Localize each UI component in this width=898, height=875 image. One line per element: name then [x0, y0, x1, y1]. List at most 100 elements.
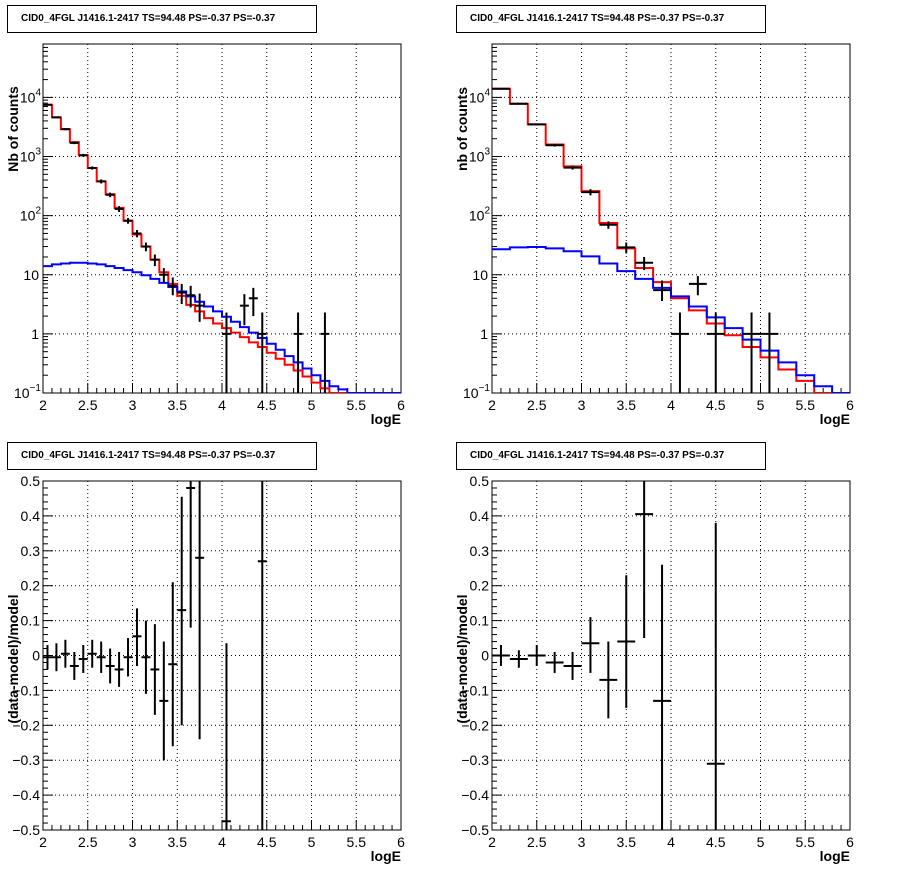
x-axis-label: logE	[371, 848, 401, 864]
data-point	[177, 496, 187, 726]
data-point	[87, 166, 97, 170]
y-tick-label: 102	[469, 206, 491, 224]
x-tick-label: 5	[757, 397, 765, 413]
data-point	[69, 141, 79, 145]
y-tick-label: 0.5	[470, 473, 490, 489]
x-tick-label: 4	[218, 397, 226, 413]
x-tick-label: 4	[218, 834, 226, 850]
data-point	[195, 293, 205, 322]
x-axis-label: logE	[371, 411, 401, 427]
title-box-bottom-right: CID0_4FGL J1416.1-2417 TS=94.48 PS=-0.37…	[456, 442, 766, 470]
y-tick-label: 0.2	[470, 578, 490, 594]
x-axis-label: logE	[820, 848, 850, 864]
x-tick-label: 3	[129, 397, 137, 413]
data-point	[150, 624, 160, 715]
x-tick-label: 2	[39, 397, 47, 413]
data-point	[671, 312, 689, 393]
x-tick-label: 3	[578, 397, 586, 413]
x-tick-label: 5.5	[796, 834, 816, 850]
data-point	[617, 242, 636, 254]
x-tick-label: 6	[397, 834, 405, 850]
data-point	[222, 312, 231, 393]
grid	[43, 481, 401, 830]
y-tick-label: −0.1	[12, 682, 40, 698]
series-2	[43, 103, 330, 393]
y-tick-label: 0.2	[21, 578, 41, 594]
data-point	[653, 564, 671, 830]
x-tick-label: 2	[39, 834, 47, 850]
data-point	[105, 192, 115, 198]
y-tick-label: 0	[481, 648, 489, 664]
data-point	[222, 643, 231, 830]
data-point	[617, 575, 636, 708]
x-axis-label: logE	[820, 411, 850, 427]
y-tick-label: −0.5	[12, 822, 40, 838]
series-0	[43, 481, 267, 830]
y-tick-label: −0.3	[12, 752, 40, 768]
y-tick-label: 1	[480, 326, 488, 342]
data-point	[527, 645, 546, 666]
y-tick-label: 104	[469, 87, 491, 105]
data-point	[123, 638, 133, 677]
data-point	[60, 639, 70, 668]
data-point	[186, 481, 196, 628]
x-tick-label: 3	[578, 834, 586, 850]
data-point	[159, 268, 169, 283]
y-tick-label: 10	[472, 267, 488, 283]
y-tick-label: −0.2	[12, 717, 40, 733]
data-point	[150, 254, 160, 267]
data-point	[492, 87, 510, 90]
series-2	[492, 87, 779, 393]
y-tick-label: 103	[20, 147, 42, 165]
data-point	[293, 312, 303, 393]
data-point	[545, 652, 564, 673]
data-point	[509, 650, 528, 668]
x-tick-label: 2.5	[527, 397, 547, 413]
y-tick-label: 1	[31, 326, 39, 342]
grid	[43, 44, 401, 393]
data-point	[527, 123, 546, 126]
y-axis-label: nb of counts	[454, 87, 470, 171]
data-point	[563, 165, 582, 170]
x-tick-label: 2	[488, 397, 496, 413]
y-tick-label: 0.1	[470, 613, 490, 629]
series-1	[492, 245, 850, 393]
data-point	[159, 641, 169, 761]
x-tick-label: 4.5	[257, 397, 277, 413]
title-box-top-right: CID0_4FGL J1416.1-2417 TS=94.48 PS=-0.37…	[456, 5, 766, 33]
x-tick-label: 3.5	[617, 397, 637, 413]
y-tick-label: 0.4	[470, 508, 490, 524]
background-model-step-line	[492, 245, 850, 393]
y-tick-label: −0.4	[461, 787, 489, 803]
data-point	[87, 639, 97, 668]
data-point	[653, 280, 671, 301]
y-axis-label: (data-model)/model	[454, 594, 470, 723]
title-box-top-left: CID0_4FGL J1416.1-2417 TS=94.48 PS=-0.37…	[7, 5, 317, 33]
y-tick-label: 0.5	[21, 473, 41, 489]
data-point	[248, 287, 258, 317]
y-tick-label: 104	[20, 87, 42, 105]
y-tick-label: 0.1	[21, 613, 41, 629]
data-point	[168, 277, 178, 296]
data-point	[195, 481, 205, 740]
data-point	[581, 617, 600, 673]
data-point	[123, 218, 133, 224]
grid	[492, 44, 850, 393]
data-point	[78, 153, 88, 157]
data-point	[239, 294, 249, 326]
data-point	[60, 128, 70, 131]
x-tick-label: 2	[488, 834, 496, 850]
data-point	[320, 312, 330, 393]
y-tick-label: −0.4	[12, 787, 40, 803]
data-point	[706, 312, 725, 393]
y-tick-label: 0.4	[21, 508, 41, 524]
data-point	[114, 652, 124, 687]
x-tick-label: 5.5	[347, 834, 367, 850]
x-tick-label: 5	[308, 397, 316, 413]
y-axis-label: (data-model)/model	[5, 594, 21, 723]
series-0	[492, 481, 725, 830]
data-point	[581, 189, 600, 196]
